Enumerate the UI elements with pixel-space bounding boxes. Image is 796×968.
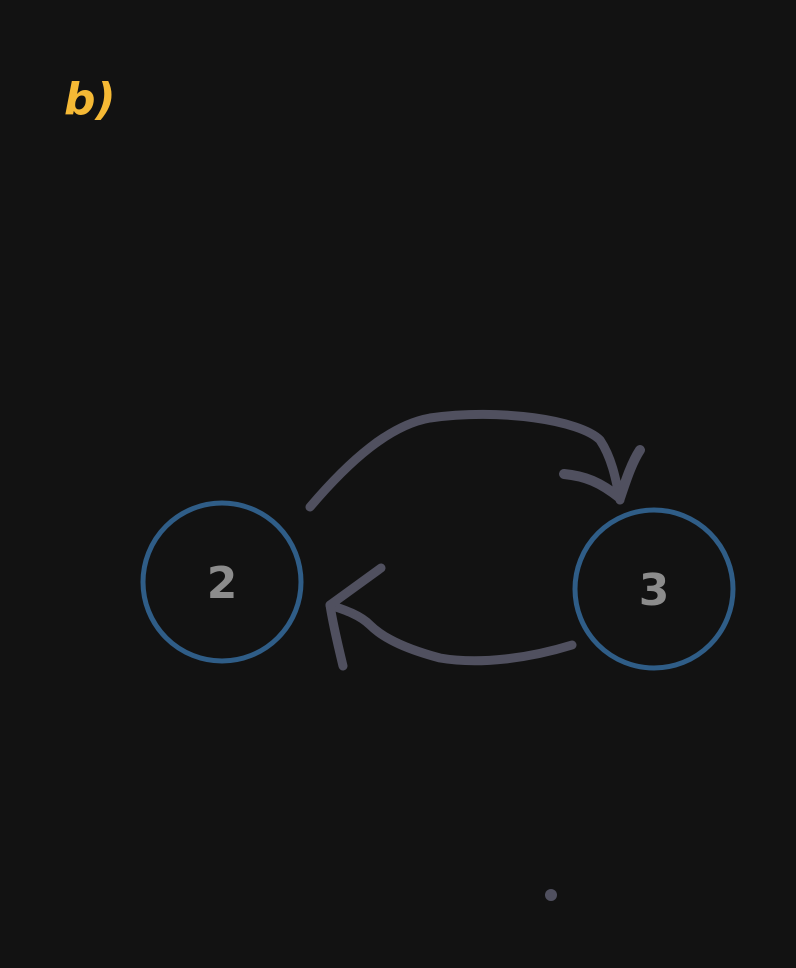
edge-3-to-2-arrowhead xyxy=(325,563,386,671)
node-3-label: 3 xyxy=(639,565,670,616)
edge-3-to-2 xyxy=(325,563,577,671)
edge-3-to-2-line xyxy=(325,600,577,666)
edge-2-to-3 xyxy=(305,409,645,512)
node-3: 3 xyxy=(572,507,736,671)
node-3-circle xyxy=(572,507,736,671)
node-2: 2 xyxy=(140,500,304,664)
stray-dot xyxy=(545,889,557,901)
node-2-label: 2 xyxy=(207,558,238,609)
node-2-circle xyxy=(140,500,304,664)
diagram-title: b) xyxy=(64,74,116,125)
edge-2-to-3-line xyxy=(305,409,625,512)
edge-2-to-3-arrowhead xyxy=(559,445,645,503)
